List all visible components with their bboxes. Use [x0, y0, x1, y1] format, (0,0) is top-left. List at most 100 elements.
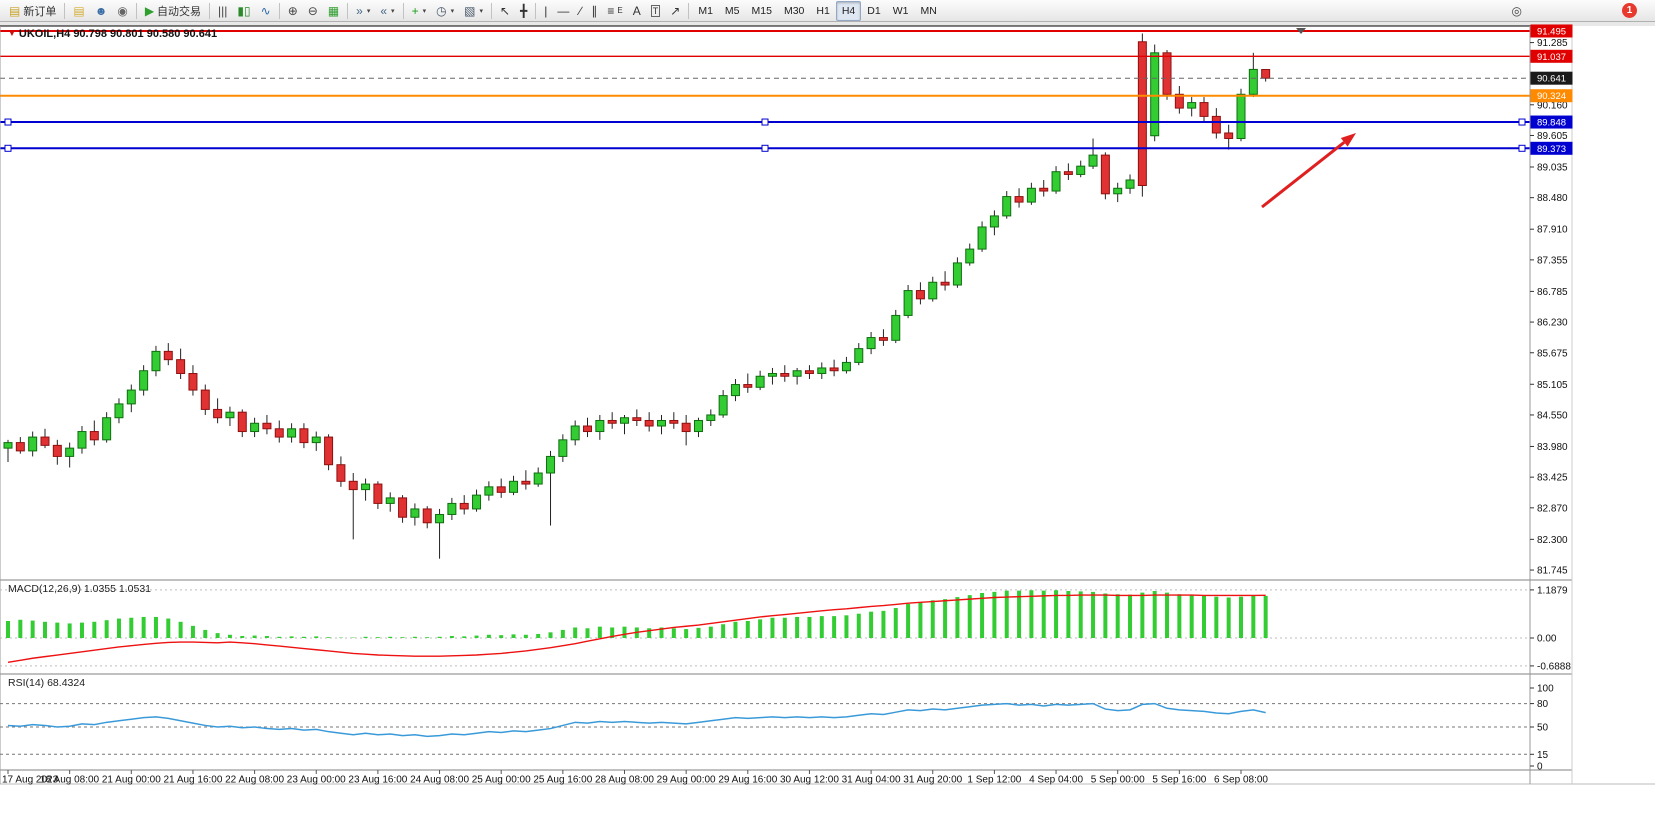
svg-text:0: 0	[1537, 762, 1543, 773]
search-button[interactable]: ◎	[1507, 1, 1527, 21]
candlestick-icon: ▮▯	[237, 3, 251, 18]
chart-plot-area[interactable]	[0, 26, 1530, 578]
svg-text:85.675: 85.675	[1537, 348, 1568, 359]
cursor-button[interactable]: ↖	[495, 1, 515, 21]
timeframe-m1-button[interactable]: M1	[698, 4, 713, 17]
trendline-button[interactable]: ∕	[574, 1, 586, 21]
periods-button[interactable]: ◷ ▾	[431, 1, 459, 21]
svg-text:87.910: 87.910	[1537, 225, 1568, 236]
svg-text:28 Aug 08:00: 28 Aug 08:00	[595, 775, 654, 786]
rsi-panel: 100 80 50 150	[0, 684, 1554, 773]
horizontal-line-89.373[interactable]	[0, 144, 1530, 152]
navigator-icon: ☻	[94, 3, 108, 18]
indicators-add-icon: +	[411, 3, 419, 18]
tile-windows-button[interactable]: ▦	[323, 1, 344, 21]
horizontal-line-button[interactable]: —	[552, 1, 574, 21]
svg-text:82.870: 82.870	[1537, 503, 1568, 514]
price-badge-89.848: 89.848	[1530, 115, 1573, 129]
dropdown-caret-icon[interactable]: ▾	[479, 7, 483, 15]
toolbar-separator	[135, 2, 137, 19]
vertical-line-button[interactable]: |	[539, 1, 552, 21]
svg-text:1 Sep 12:00: 1 Sep 12:00	[967, 775, 1021, 786]
svg-text:15: 15	[1537, 750, 1549, 761]
svg-text:85.105: 85.105	[1537, 380, 1568, 391]
arrow-tools-button[interactable]: ↗	[665, 1, 685, 21]
line-chart-icon: ∿	[260, 3, 271, 18]
market-watch-button[interactable]: ▤	[68, 1, 89, 21]
timeframe-m30-button[interactable]: M30	[783, 4, 805, 17]
timeframe-w1-button[interactable]: W1	[892, 4, 909, 17]
text-label-button[interactable]: T	[646, 1, 666, 21]
timeframe-d1-button[interactable]: D1	[867, 4, 881, 17]
timeframe-mn-button[interactable]: MN	[920, 4, 937, 17]
zoom-in-button[interactable]: ⊕	[283, 1, 303, 21]
toolbar-separator	[209, 2, 211, 19]
svg-text:90.641: 90.641	[1537, 74, 1566, 85]
svg-text:89.848: 89.848	[1537, 118, 1566, 129]
svg-text:-0.6888: -0.6888	[1537, 661, 1571, 672]
dropdown-caret-icon[interactable]: ▾	[450, 7, 455, 15]
zoom-out-button[interactable]: ⊖	[303, 1, 323, 21]
auto-trading-button[interactable]: ▶ 自动交易	[140, 1, 206, 21]
candlestick-button[interactable]: ▮▯	[232, 1, 255, 21]
dropdown-caret-icon[interactable]: ▾	[422, 7, 427, 15]
timeframe-h4-button[interactable]: H4	[835, 0, 862, 21]
chart-shift-button[interactable]: «▾	[375, 1, 399, 21]
dropdown-caret-icon[interactable]: ▾	[366, 7, 371, 15]
toolbar-separator	[64, 2, 66, 19]
horizontal-line-89.848[interactable]	[0, 118, 1530, 126]
channel-button[interactable]: ∥	[586, 1, 602, 21]
crosshair-button[interactable]: ╋	[515, 1, 532, 21]
timeframe-m15-button[interactable]: M15	[751, 4, 772, 17]
svg-text:31 Aug 20:00: 31 Aug 20:00	[903, 775, 962, 786]
candlestick-series	[3, 33, 1271, 559]
chart-shift-icon: «	[380, 3, 388, 18]
search-icon: ◎	[1511, 3, 1522, 18]
indicators-button[interactable]: + ▾	[407, 1, 432, 21]
timeframe-m5-button[interactable]: M5	[724, 4, 740, 17]
svg-text:31 Aug 04:00: 31 Aug 04:00	[842, 775, 901, 786]
text-label-icon: T	[650, 4, 661, 17]
auto-scroll-button[interactable]: » ▾	[351, 1, 375, 21]
svg-text:25 Aug 00:00: 25 Aug 00:00	[472, 775, 531, 786]
notification-badge[interactable]: 1	[1622, 3, 1637, 18]
svg-text:80: 80	[1537, 699, 1549, 710]
new-order-button[interactable]: ▤ 新订单	[4, 1, 61, 21]
svg-text:0.00: 0.00	[1537, 634, 1557, 645]
svg-text:82.300: 82.300	[1537, 535, 1568, 546]
price-badge-90.641: 90.641	[1530, 71, 1573, 85]
chart-menu-icon[interactable]: ▼	[8, 29, 16, 38]
price-badge-91.495: 91.495	[1530, 24, 1573, 38]
arrow-tools-icon: ↗	[670, 3, 681, 18]
dropdown-caret-icon[interactable]: ▾	[391, 7, 395, 15]
bar-chart-icon: |||	[218, 3, 228, 18]
line-chart-button[interactable]: ∿	[256, 1, 276, 21]
svg-text:89.035: 89.035	[1537, 162, 1568, 173]
chart-shift-marker-icon[interactable]	[1296, 28, 1306, 34]
navigator-button[interactable]: ☻	[90, 1, 113, 21]
auto-scroll-icon: »	[356, 3, 363, 18]
svg-text:86.230: 86.230	[1537, 318, 1568, 329]
timeframe-h1-button[interactable]: H1	[816, 4, 830, 17]
fibonacci-button[interactable]: ≡ E	[602, 1, 627, 21]
toolbar-separator	[490, 2, 492, 19]
price-scale[interactable]: 91.285 90.160 89.605 89.035 88.480 87.910 87.3…	[1530, 38, 1568, 577]
svg-text:17 Aug 2023: 17 Aug 2023	[2, 775, 59, 786]
svg-text:89.605: 89.605	[1537, 131, 1568, 142]
terminal-button[interactable]: ◉	[112, 1, 132, 21]
svg-text:23 Aug 16:00: 23 Aug 16:00	[348, 775, 407, 786]
templates-button[interactable]: ▧ ▾	[459, 1, 488, 21]
svg-text:4 Sep 04:00: 4 Sep 04:00	[1029, 775, 1083, 786]
svg-text:50: 50	[1537, 723, 1549, 734]
text-button[interactable]: A	[628, 1, 646, 21]
svg-text:89.373: 89.373	[1537, 144, 1566, 155]
svg-text:21 Aug 00:00: 21 Aug 00:00	[102, 775, 161, 786]
trend-arrow-annotation[interactable]	[1261, 133, 1356, 209]
macd-panel: 1.1879 0.00 -0.6888	[0, 585, 1571, 672]
svg-text:6 Sep 08:00: 6 Sep 08:00	[1214, 775, 1268, 786]
price-badge-90.324: 90.324	[1530, 89, 1573, 103]
svg-text:90.160: 90.160	[1537, 100, 1568, 111]
bar-chart-button[interactable]: |||	[213, 1, 232, 21]
